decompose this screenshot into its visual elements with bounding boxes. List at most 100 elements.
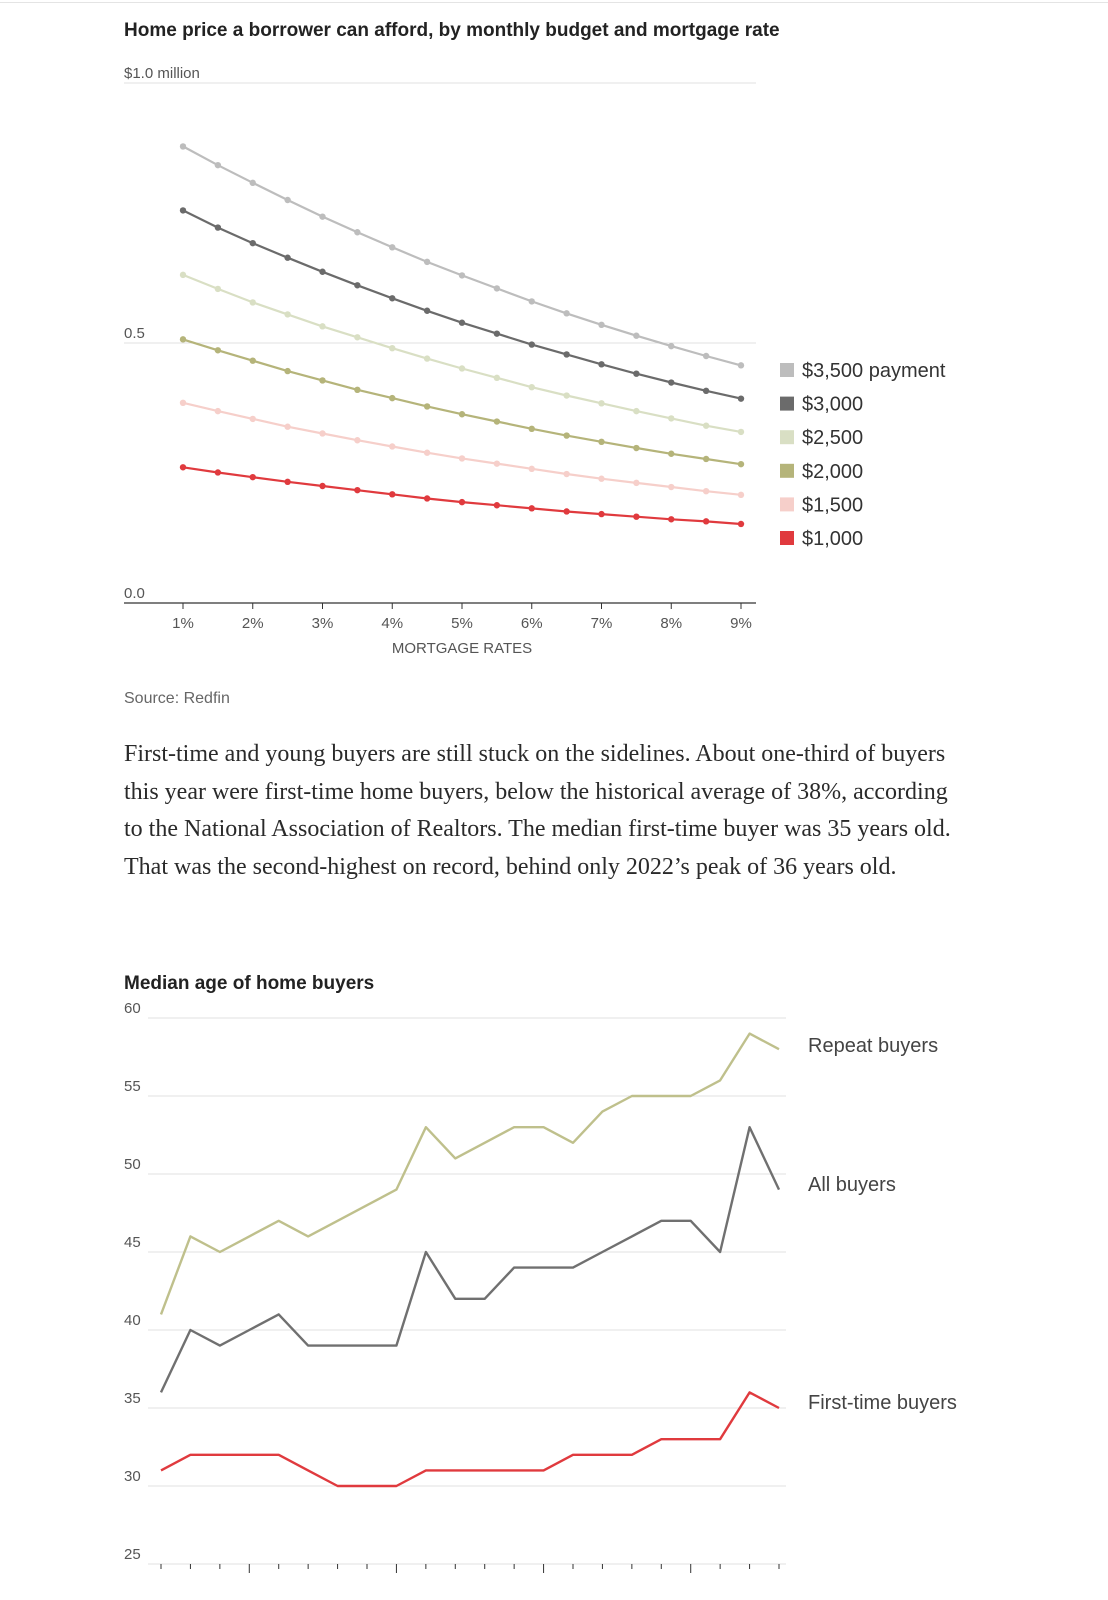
legend-swatch-3-500-payment xyxy=(780,363,794,377)
data-point-2-000 xyxy=(423,403,431,410)
data-point-1-000 xyxy=(458,498,466,506)
data-point-1-500 xyxy=(528,465,535,473)
legend-label-2-500: $2,500 xyxy=(802,427,863,449)
data-point-2-000 xyxy=(563,432,570,439)
data-point-2-000 xyxy=(249,357,256,364)
series-line-first-time-buyers xyxy=(160,1391,780,1488)
data-point-3-000 xyxy=(737,395,745,402)
data-point-3-000 xyxy=(493,330,501,337)
data-point-2-000 xyxy=(458,411,466,418)
series-label-first-time-buyers: First-time buyers xyxy=(808,1392,957,1414)
data-point-3-500-payment xyxy=(214,161,222,169)
data-point-2-500 xyxy=(284,311,291,318)
chart-title-median-age: Median age of home buyers xyxy=(124,973,375,994)
data-point-3-500-payment xyxy=(668,342,675,350)
data-point-2-500 xyxy=(668,415,675,422)
data-point-3-000 xyxy=(598,361,605,368)
data-point-1-000 xyxy=(249,473,256,481)
data-point-2-000 xyxy=(668,450,675,457)
data-point-1-000 xyxy=(354,486,361,494)
data-point-3-500-payment xyxy=(702,352,710,360)
data-point-1-500 xyxy=(389,443,396,450)
data-point-1-500 xyxy=(214,407,222,415)
legend-swatch-2-500 xyxy=(780,430,794,445)
data-point-2-500 xyxy=(737,428,745,436)
data-point-3-000 xyxy=(458,319,466,326)
data-point-1-500 xyxy=(319,430,326,437)
data-point-2-500 xyxy=(633,407,640,415)
data-point-1-500 xyxy=(633,479,640,487)
data-point-2-000 xyxy=(528,425,535,432)
data-point-2-000 xyxy=(633,444,640,452)
data-point-1-500 xyxy=(249,415,256,423)
data-point-1-000 xyxy=(214,469,222,476)
series-label-repeat-buyers: Repeat buyers xyxy=(808,1035,938,1057)
data-point-2-500 xyxy=(214,285,222,293)
y-tick-label-60: 60 xyxy=(124,1000,141,1017)
y-tick-label-45: 45 xyxy=(124,1234,141,1251)
legend-swatch-1-000 xyxy=(780,531,794,545)
y-tick-label-35: 35 xyxy=(124,1390,141,1407)
chart-title-affordability: Home price a borrower can afford, by mon… xyxy=(124,20,780,41)
y-tick-label-25: 25 xyxy=(124,1546,141,1563)
affordability-chart: $1.0 million 0.5 0.0 1% 2% 3% 4% 5% 6% 7% 8% 9% MORT… xyxy=(124,65,946,657)
data-point-1-500 xyxy=(737,491,745,499)
data-point-1-000 xyxy=(423,495,431,502)
data-point-2-500 xyxy=(319,323,326,330)
data-point-2-000 xyxy=(214,347,222,354)
data-point-3-000 xyxy=(528,341,535,348)
data-point-3-500-payment xyxy=(354,229,361,236)
series-line-3-500-payment xyxy=(182,145,742,367)
median-age-chart: 60 55 50 45 40 35 30 25 Repeat buyers All buyers F… xyxy=(124,1000,957,1573)
data-point-2-000 xyxy=(179,336,187,343)
series-label-all-buyers: All buyers xyxy=(808,1174,896,1196)
series-line-1-000 xyxy=(182,466,742,526)
data-point-1-500 xyxy=(284,423,291,430)
x-tick-label-8: 8% xyxy=(660,615,682,632)
data-point-3-500-payment xyxy=(633,332,640,339)
series-line-repeat-buyers xyxy=(159,1032,780,1315)
legend-label-1-000: $1,000 xyxy=(802,528,863,550)
data-point-1-500 xyxy=(423,449,431,456)
data-point-2-500 xyxy=(458,365,466,372)
data-point-2-000 xyxy=(493,418,501,425)
data-point-3-000 xyxy=(179,207,187,214)
x-tick-label-5: 5% xyxy=(451,615,473,632)
data-point-3-000 xyxy=(214,224,222,231)
series-line-2-500 xyxy=(182,273,742,433)
data-point-1-000 xyxy=(319,482,326,490)
data-point-1-500 xyxy=(493,460,501,467)
y-tick-label-50: 50 xyxy=(124,1156,141,1173)
data-point-3-000 xyxy=(633,370,640,377)
y-tick-label-40: 40 xyxy=(124,1312,141,1329)
data-point-1-000 xyxy=(668,516,675,523)
data-point-2-000 xyxy=(389,394,396,402)
data-point-3-000 xyxy=(249,239,256,247)
data-point-1-000 xyxy=(493,502,501,509)
data-point-3-000 xyxy=(284,254,291,261)
data-point-2-500 xyxy=(563,392,570,399)
data-point-2-500 xyxy=(423,355,431,362)
data-point-3-500-payment xyxy=(528,298,535,305)
data-point-3-000 xyxy=(423,307,431,314)
article-paragraph: First-time and young buyers are still st… xyxy=(124,741,951,880)
data-point-1-500 xyxy=(702,488,710,495)
data-point-1-000 xyxy=(702,518,710,525)
data-point-3-500-payment xyxy=(458,272,466,279)
y-tick-label-0-0: 0.0 xyxy=(124,585,145,602)
data-point-1-500 xyxy=(668,483,675,491)
data-point-3-000 xyxy=(389,295,396,302)
data-point-3-500-payment xyxy=(598,321,605,328)
x-tick-label-2: 2% xyxy=(242,615,264,632)
top-divider xyxy=(0,2,1108,3)
legend-label-3-000: $3,000 xyxy=(802,394,863,416)
data-point-2-500 xyxy=(179,271,187,279)
data-point-2-500 xyxy=(493,374,501,382)
series-line-all-buyers xyxy=(159,1125,781,1393)
data-point-3-500-payment xyxy=(284,196,291,204)
data-point-3-500-payment xyxy=(389,244,396,251)
data-point-1-000 xyxy=(563,508,570,515)
legend-swatch-1-500 xyxy=(780,497,794,512)
x-axis-title: MORTGAGE RATES xyxy=(392,640,532,657)
x-tick-label-3: 3% xyxy=(312,615,334,632)
